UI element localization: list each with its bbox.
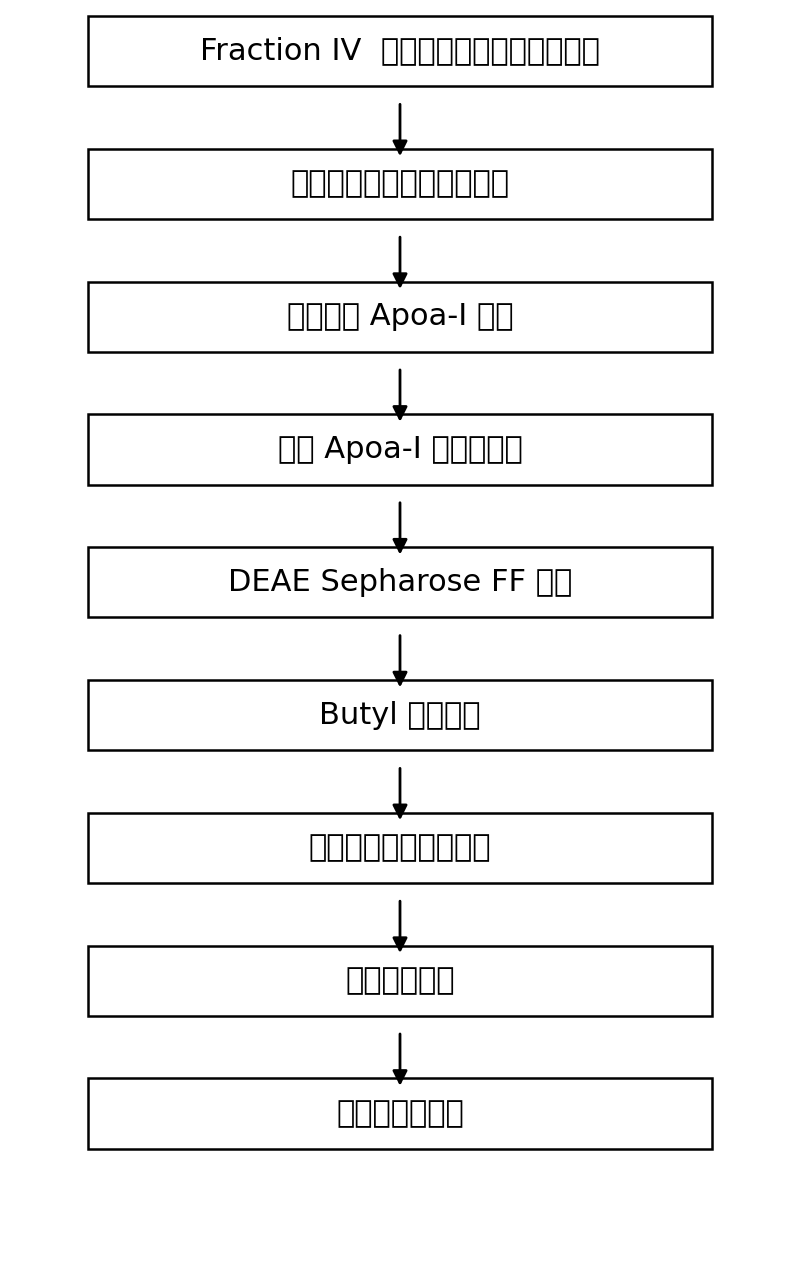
Bar <box>88 679 712 751</box>
Bar <box>88 148 712 220</box>
Bar <box>88 1078 712 1149</box>
Bar <box>88 414 712 485</box>
Bar <box>88 813 712 884</box>
Text: DEAE Sepharose FF 层析: DEAE Sepharose FF 层析 <box>228 568 572 596</box>
Text: Butyl 疏水层析: Butyl 疏水层析 <box>319 701 481 729</box>
Text: 除菌过滤及灘装: 除菌过滤及灘装 <box>336 1099 464 1128</box>
Bar <box>88 945 712 1016</box>
Text: 超滤透析，浓缩，调节: 超滤透析，浓缩，调节 <box>309 834 491 862</box>
Text: Fraction IV  沉淠溶解于醒酸钓缓冲液中: Fraction IV 沉淠溶解于醒酸钓缓冲液中 <box>200 37 600 65</box>
Bar <box>88 281 712 351</box>
Bar <box>88 547 712 617</box>
Bar <box>88 15 712 87</box>
Text: 离心得到 Apoa-I 沉淠: 离心得到 Apoa-I 沉淠 <box>286 303 514 331</box>
Text: 巴氏病毒灭活: 巴氏病毒灭活 <box>346 967 454 995</box>
Text: 复溶 Apoa-I 沉淠并过滤: 复溶 Apoa-I 沉淠并过滤 <box>278 435 522 464</box>
Text: 离心去除硅藻土及不溢杂质: 离心去除硅藻土及不溢杂质 <box>290 170 510 198</box>
